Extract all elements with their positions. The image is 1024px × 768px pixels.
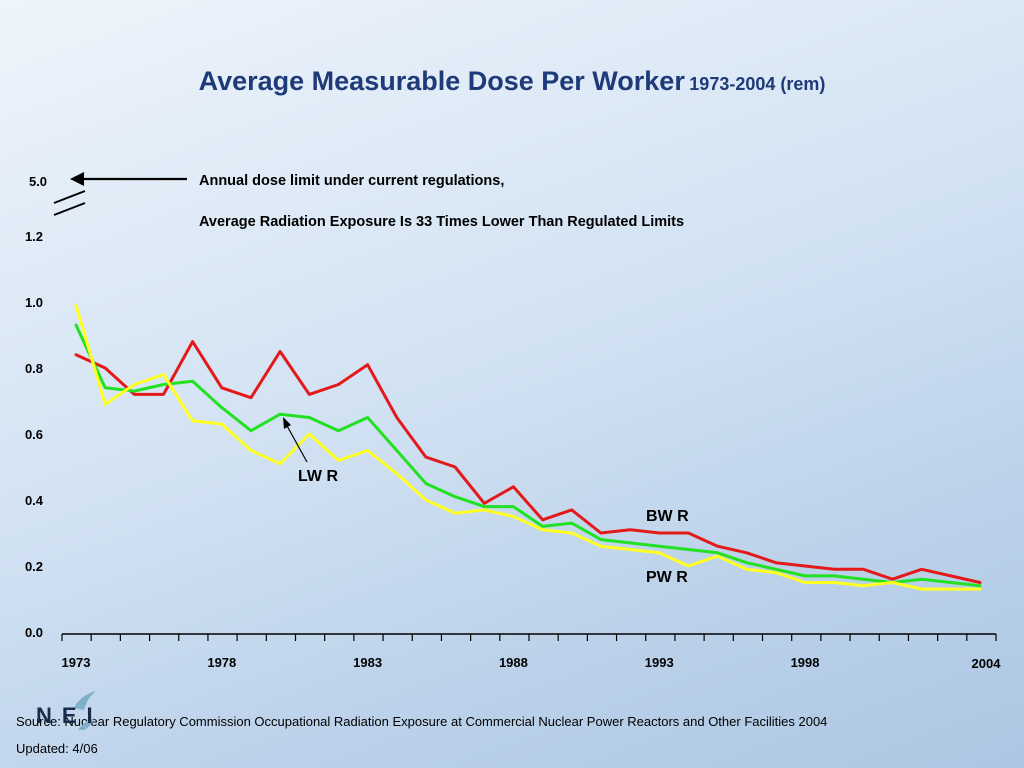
- x-tick-label: 1983: [353, 655, 382, 670]
- y-tick-label: 1.2: [25, 229, 43, 244]
- updated-text: Updated: 4/06: [16, 741, 98, 756]
- dose-limit-note: Annual dose limit under current regulati…: [199, 173, 505, 189]
- exposure-note: Average Radiation Exposure Is 33 Times L…: [199, 214, 685, 230]
- source-text: Source: Nuclear Regulatory Commission Oc…: [16, 714, 828, 729]
- x-tick-label: 2004: [972, 656, 1002, 671]
- series-layer: [74, 303, 982, 591]
- y-tick-label: 0.0: [25, 625, 43, 640]
- chart-title-main: Average Measurable Dose Per Worker: [198, 66, 685, 96]
- lwr-callout: [283, 417, 308, 463]
- series-line-pwr: [74, 303, 982, 591]
- chart-title: Average Measurable Dose Per Worker 1973-…: [0, 66, 1024, 97]
- y-tick-label: 1.0: [25, 295, 43, 310]
- x-tick-label: 1978: [207, 655, 236, 670]
- nei-logo-text: NEI: [36, 703, 103, 728]
- y-tick-label: 0.4: [25, 493, 44, 508]
- x-axis: 1973 1978 1983 1988 1993 1998 2004: [61, 633, 1002, 671]
- x-tick-label: 1998: [791, 655, 820, 670]
- series-line-bwr: [74, 340, 982, 584]
- dose-limit-value-label: 5.0: [29, 174, 47, 189]
- x-tick-label: 1988: [499, 655, 528, 670]
- y-tick-label: 0.2: [25, 559, 43, 574]
- y-tick-label: 0.8: [25, 361, 43, 376]
- line-chart: 0.00.20.40.60.81.01.2 1973 1978 1983 1988 19…: [25, 172, 1002, 671]
- x-tick-label: 1973: [62, 655, 91, 670]
- chart-title-sub: 1973-2004 (rem): [689, 74, 826, 94]
- limit-arrow: [70, 172, 187, 186]
- series-label-lwr: LW R: [298, 468, 338, 485]
- x-tick-label: 1993: [645, 655, 674, 670]
- y-axis-labels: 0.0 0.2 0.4 0.6 0.8 1.0 1.2: [25, 229, 44, 640]
- series-label-bwr: BW R: [646, 508, 689, 525]
- series-label-pwr: PW R: [646, 569, 688, 586]
- axis-break-marks: [53, 190, 86, 216]
- nei-logo: NEI: [36, 691, 103, 730]
- y-tick-label: 0.6: [25, 427, 43, 442]
- series-line-lwr: [74, 323, 982, 588]
